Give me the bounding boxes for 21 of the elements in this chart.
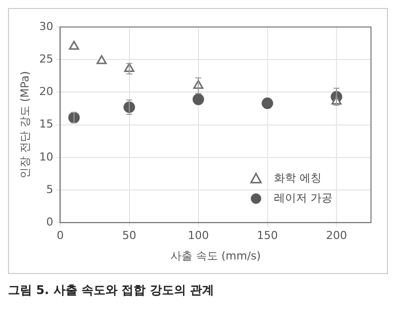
x-tick-label: 50 — [122, 229, 136, 242]
x-tick-label: 150 — [256, 229, 278, 242]
y-tick-label: 10 — [39, 150, 54, 164]
y-axis-title: 인장 전단 강도 (MPa) — [18, 71, 32, 179]
x-tick-label: 100 — [188, 229, 209, 242]
x-axis-title: 사출 속도 (mm/s) — [170, 249, 261, 262]
y-tick-label: 5 — [46, 182, 54, 196]
legend-label: 화학 에칭 — [274, 171, 322, 184]
caption: 그림 5. 사출 속도와 접합 강도의 관계 — [8, 282, 215, 299]
x-tick-label: 200 — [326, 229, 347, 242]
point — [68, 40, 80, 50]
point — [96, 55, 107, 64]
y-tick-label: 30 — [39, 20, 54, 33]
y-tick-label: 20 — [39, 85, 54, 98]
y-tick-label: 0 — [46, 215, 54, 228]
x-tick-label: 0 — [56, 229, 64, 242]
point — [262, 98, 274, 110]
y-tick-label: 25 — [39, 52, 54, 66]
legend-label: 레이저 가공 — [274, 191, 333, 204]
point — [192, 94, 204, 106]
y-tick-label: 15 — [39, 118, 54, 131]
